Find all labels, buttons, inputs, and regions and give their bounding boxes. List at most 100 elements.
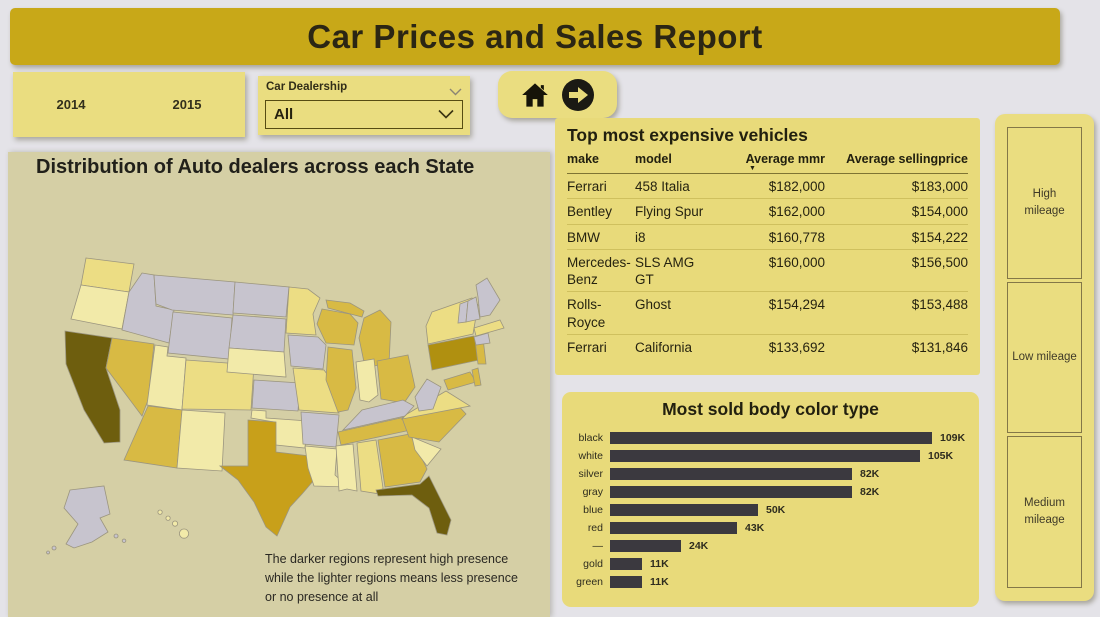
bar-red[interactable] [610, 522, 737, 534]
cell-price[interactable]: $156,500 [825, 250, 968, 293]
bar-gold[interactable] [610, 558, 642, 570]
cell-model[interactable]: Ghost [635, 292, 705, 335]
state-NH[interactable] [465, 296, 481, 323]
bar-silver[interactable] [610, 468, 852, 480]
cell-mmr[interactable]: $133,692 [768, 339, 825, 355]
state-WV[interactable] [414, 378, 442, 412]
mileage-filter-panel: High mileage Low mileage Medium mileage [995, 114, 1094, 601]
home-button[interactable] [521, 82, 549, 108]
state-FL[interactable] [375, 475, 452, 536]
bar-black[interactable] [610, 432, 932, 444]
map-title: Distribution of Auto dealers across each… [36, 156, 475, 178]
state-AR[interactable] [300, 411, 340, 448]
bar-chart: black 109K white 105K silver 82K gray 82K blue 50… [562, 429, 979, 591]
state-WY[interactable] [167, 311, 233, 360]
state-NV[interactable] [105, 337, 155, 417]
cell-make[interactable]: Bentley [567, 199, 635, 225]
bar-row: white 105K [562, 447, 979, 465]
state-NM[interactable] [176, 409, 226, 472]
bar-—[interactable] [610, 540, 681, 552]
year-button-2015[interactable]: 2015 [172, 97, 202, 112]
cell-mmr[interactable]: $154,294 [705, 292, 825, 335]
dealership-dropdown[interactable]: All [265, 100, 463, 129]
bar-blue[interactable] [610, 504, 758, 516]
cell-mmr[interactable]: $160,000 [705, 250, 825, 293]
category-label: — [592, 540, 604, 552]
cell-model[interactable]: Flying Spur [635, 199, 705, 225]
cell-make[interactable]: BMW [567, 225, 635, 250]
cell-price[interactable]: $154,000 [825, 199, 968, 225]
value-label: 105K [928, 450, 954, 462]
state-DE[interactable] [471, 367, 482, 387]
state-KY[interactable] [341, 399, 415, 431]
value-label: 11K [650, 558, 669, 570]
cell-make[interactable]: Ferrari [567, 339, 607, 355]
cell-model[interactable]: 458 Italia [635, 174, 705, 200]
state-CT[interactable] [473, 332, 491, 346]
bar-row: red 43K [562, 519, 979, 537]
bar-white[interactable] [610, 450, 920, 462]
state-IA[interactable] [287, 334, 327, 370]
value-label: 82K [860, 468, 880, 480]
state-TX[interactable] [218, 419, 315, 537]
chevron-down-icon[interactable] [449, 83, 462, 101]
value-label: 109K [940, 432, 966, 444]
state-AZ[interactable] [123, 405, 183, 469]
bar-row: gold 11K [562, 555, 979, 573]
state-MD[interactable] [443, 371, 477, 391]
year-button-2014[interactable]: 2014 [56, 97, 86, 112]
cell-make[interactable]: Mercedes-Benz [567, 250, 635, 293]
state-OR[interactable] [70, 284, 130, 330]
next-page-button[interactable] [561, 78, 595, 112]
state-SC[interactable] [411, 436, 442, 467]
cell-model[interactable]: i8 [635, 225, 705, 250]
sort-desc-icon: ▼ [749, 165, 756, 172]
cell-mmr[interactable]: $162,000 [705, 199, 825, 225]
cell-mmr[interactable]: $160,778 [705, 225, 825, 250]
value-label: 82K [860, 486, 880, 498]
cell-price[interactable]: $154,222 [825, 225, 968, 250]
state-NE[interactable] [226, 347, 287, 378]
column-header-average-mmr[interactable]: Average mmr ▼ [705, 150, 825, 174]
filter-button-high-mileage[interactable]: High mileage [1007, 127, 1082, 279]
map-panel: Distribution of Auto dealers across each… [8, 152, 550, 617]
chart-title: Most sold body color type [662, 399, 879, 419]
state-AK[interactable] [46, 485, 127, 555]
bar-green[interactable] [610, 576, 642, 588]
value-label: 50K [766, 504, 786, 516]
expensive-vehicles-panel: Top most expensive vehicles make model Ave… [555, 118, 980, 375]
page-title: Car Prices and Sales Report [307, 17, 763, 55]
cell-price[interactable]: $131,846 [911, 339, 968, 355]
state-ME[interactable] [475, 277, 501, 318]
state-IL[interactable] [325, 346, 357, 413]
state-ND[interactable] [232, 281, 290, 318]
column-header-average-sellingprice[interactable]: Average sellingprice [825, 150, 968, 174]
state-MN[interactable] [285, 286, 321, 336]
cell-price[interactable]: $153,488 [825, 292, 968, 335]
column-header-model[interactable]: model [635, 150, 705, 174]
state-KS[interactable] [251, 379, 301, 412]
cell-model[interactable]: SLS AMG GT [635, 250, 705, 293]
year-slicer: 2014 2015 [13, 72, 245, 137]
chevron-down-icon [438, 106, 454, 124]
dealership-slicer: Car Dealership All [258, 76, 470, 135]
filter-button-medium-mileage[interactable]: Medium mileage [1007, 436, 1082, 589]
state-OH[interactable] [376, 354, 416, 404]
state-MS[interactable] [335, 443, 358, 492]
filter-button-low-mileage[interactable]: Low mileage [1007, 281, 1082, 434]
state-MT[interactable] [153, 274, 236, 316]
bar-gray[interactable] [610, 486, 852, 498]
state-MA[interactable] [473, 319, 505, 337]
cell-price[interactable]: $183,000 [825, 174, 968, 200]
state-IN[interactable] [355, 358, 379, 403]
cell-make[interactable]: Ferrari [567, 174, 635, 200]
cell-model[interactable]: California [635, 339, 693, 355]
state-SD[interactable] [228, 314, 287, 353]
column-header-make[interactable]: make [567, 150, 635, 174]
category-label: gray [582, 486, 603, 498]
category-label: gold [583, 558, 603, 570]
cell-mmr[interactable]: $182,000 [705, 174, 825, 200]
state-HI[interactable] [157, 509, 190, 539]
state-UT[interactable] [146, 344, 187, 411]
cell-make[interactable]: Rolls-Royce [567, 292, 635, 335]
